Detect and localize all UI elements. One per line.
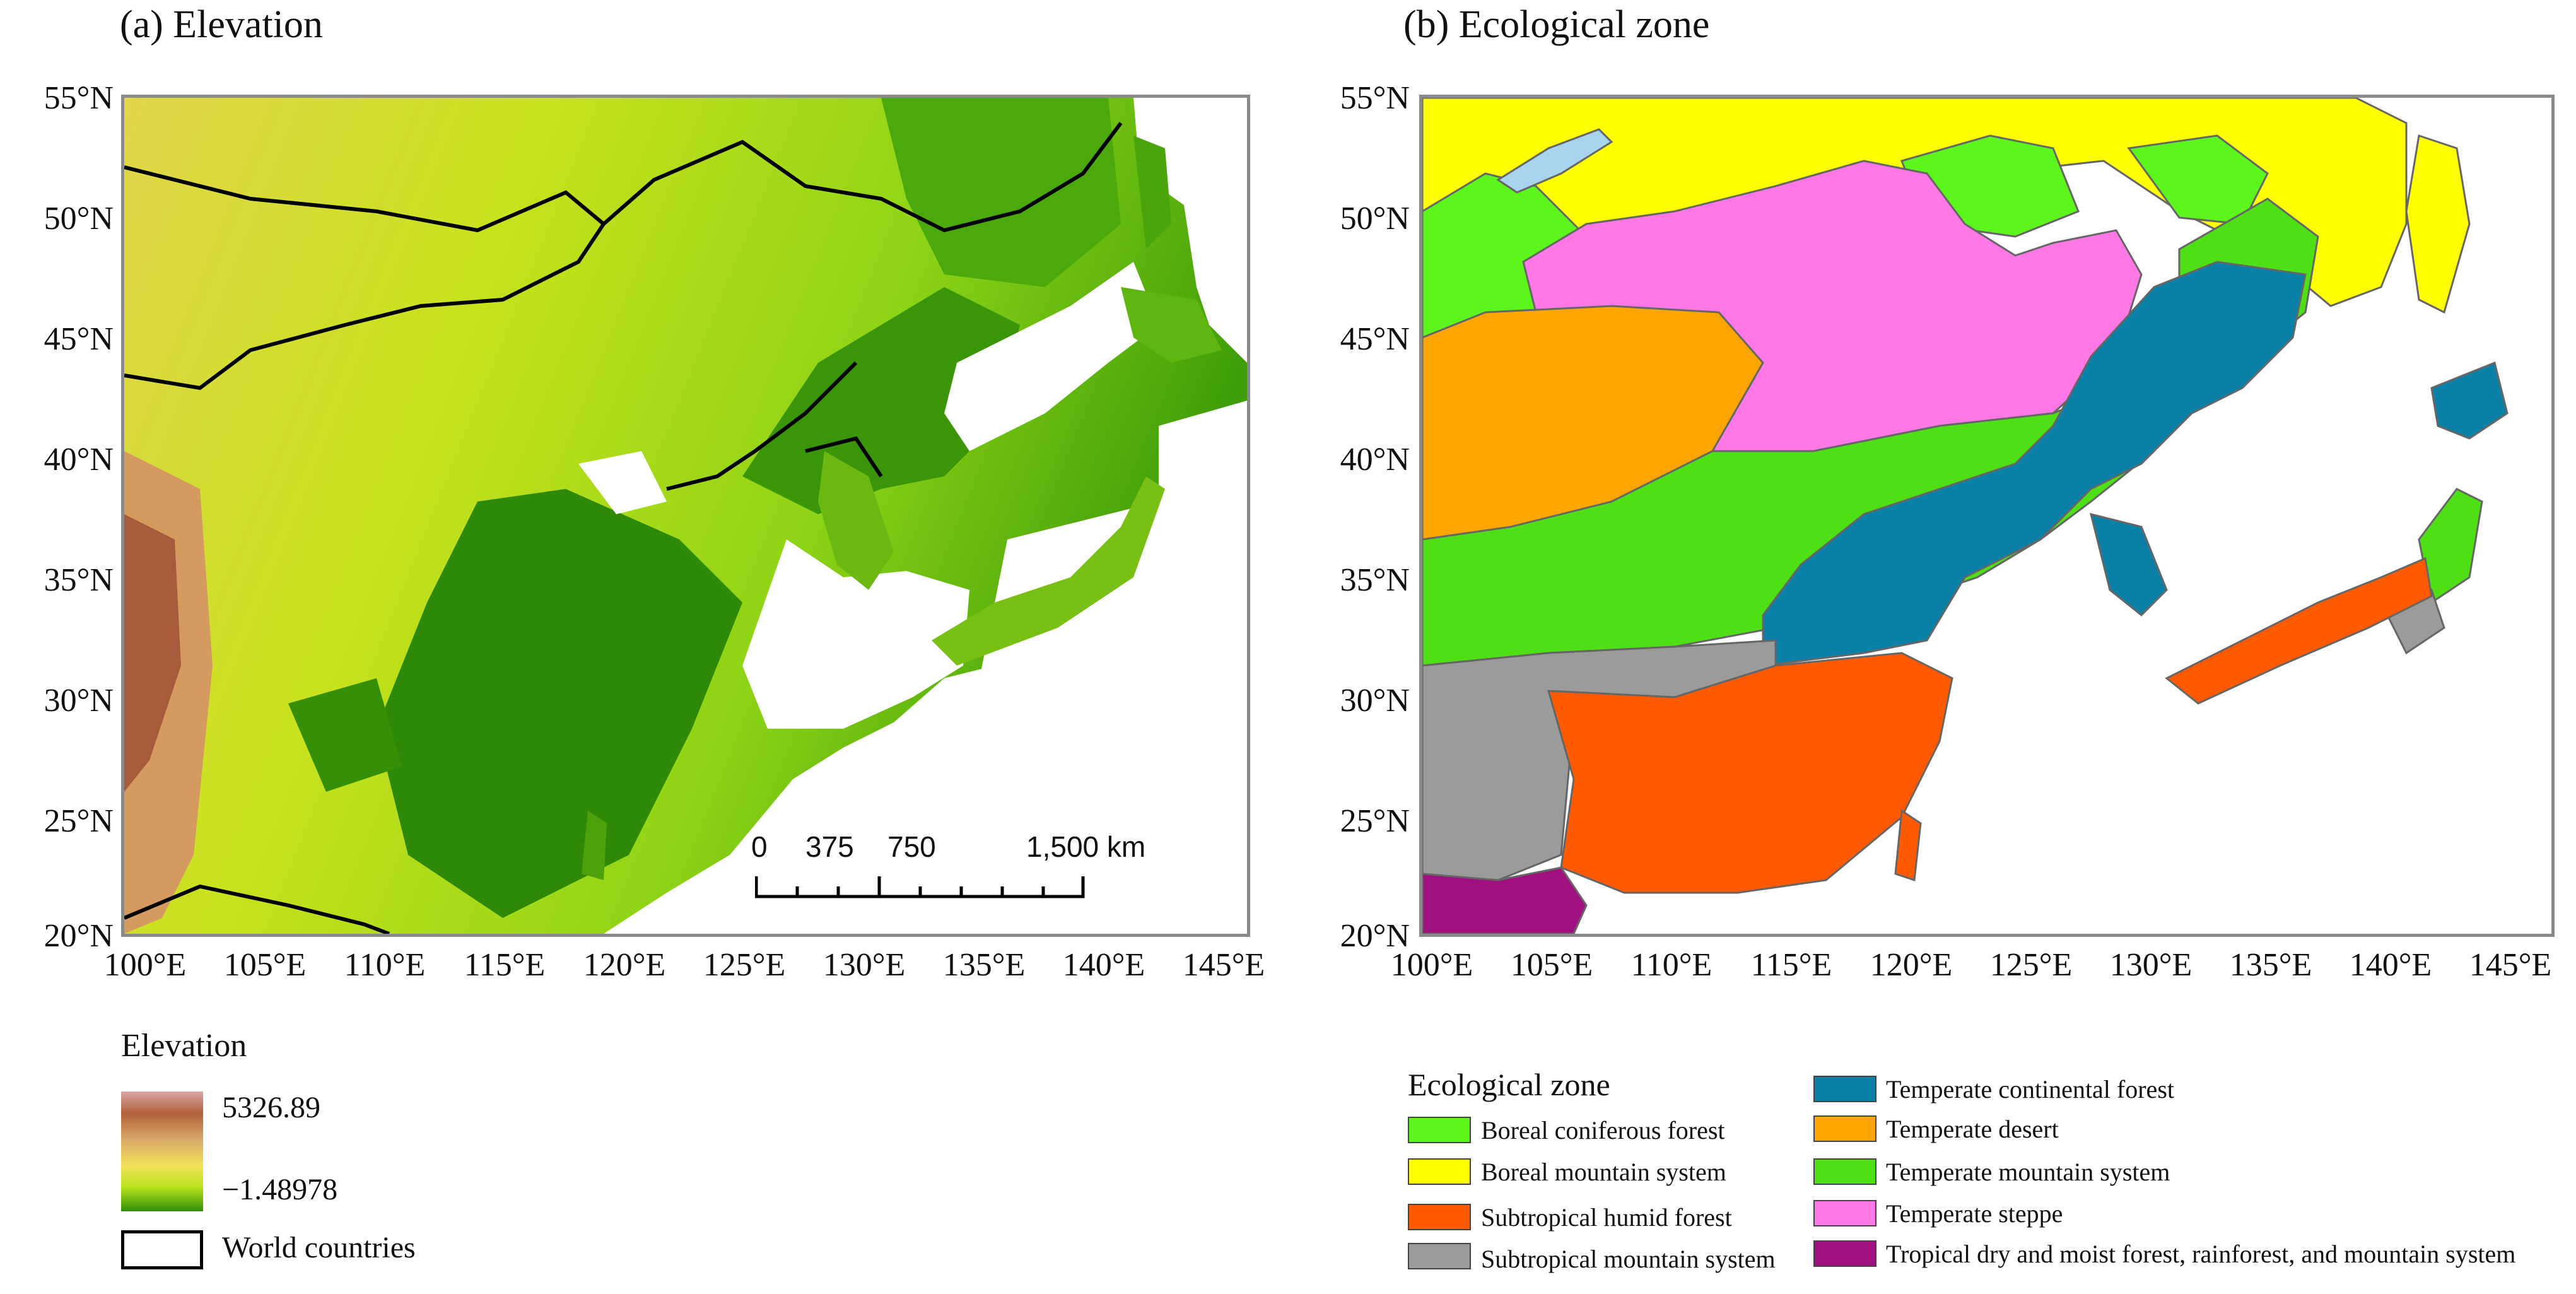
- legend-label: Temperate desert: [1886, 1115, 2059, 1143]
- legend-swatch: [1813, 1240, 1876, 1267]
- legend-label: Temperate steppe: [1886, 1199, 2063, 1228]
- elevation-min-label: −1.48978: [222, 1173, 338, 1206]
- y-tick-25n: 25°N: [44, 803, 114, 839]
- legend-label: Subtropical humid forest: [1481, 1203, 1732, 1232]
- x-tick-140e: 140°E: [1062, 947, 1145, 983]
- legend-label: Boreal mountain system: [1481, 1158, 1726, 1186]
- x-tick-100e: 100°E: [103, 947, 187, 983]
- world-countries-swatch: [121, 1230, 203, 1269]
- x-tick-120e: 120°E: [1870, 947, 1953, 983]
- legend-swatch: [1408, 1243, 1471, 1269]
- y-tick-55n: 55°N: [1340, 80, 1410, 116]
- legend-swatch: [1813, 1076, 1876, 1102]
- y-tick-35n: 35°N: [44, 562, 114, 598]
- y-tick-20n: 20°N: [1340, 918, 1410, 954]
- x-tick-125e: 125°E: [1989, 947, 2073, 983]
- y-tick-45n: 45°N: [44, 321, 114, 357]
- panel-a-title: (a) Elevation: [120, 3, 323, 46]
- x-tick-115e: 115°E: [464, 947, 546, 983]
- legend-swatch: [1813, 1158, 1876, 1185]
- y-tick-25n: 25°N: [1340, 803, 1410, 839]
- legend-label: Subtropical mountain system: [1481, 1245, 1776, 1273]
- x-tick-130e: 130°E: [823, 947, 906, 983]
- x-tick-105e: 105°E: [1510, 947, 1593, 983]
- panel-b-title: (b) Ecological zone: [1403, 3, 1710, 46]
- x-tick-115e: 115°E: [1750, 947, 1832, 983]
- elevation-raster: [124, 98, 1247, 934]
- legend-label: Temperate continental forest: [1886, 1075, 2174, 1103]
- y-tick-40n: 40°N: [1340, 442, 1410, 478]
- ecozone-polygons: [1422, 98, 2509, 934]
- ecological-zone-map: [1419, 95, 2555, 937]
- x-tick-135e: 135°E: [942, 947, 1026, 983]
- legend-label: Tropical dry and moist forest, rainfores…: [1886, 1240, 2516, 1268]
- elevation-max-label: 5326.89: [222, 1091, 320, 1124]
- y-tick-45n: 45°N: [1340, 321, 1410, 357]
- y-tick-55n: 55°N: [44, 80, 114, 116]
- y-tick-30n: 30°N: [1340, 683, 1410, 719]
- legend-swatch: [1408, 1204, 1471, 1230]
- y-tick-30n: 30°N: [44, 683, 114, 719]
- legend-label: Boreal coniferous forest: [1481, 1116, 1725, 1144]
- country-borders: [124, 122, 1123, 934]
- x-tick-135e: 135°E: [2229, 947, 2312, 983]
- x-tick-145e: 145°E: [2469, 947, 2552, 983]
- y-tick-40n: 40°N: [44, 442, 114, 478]
- y-tick-50n: 50°N: [1340, 201, 1410, 237]
- zone-temperate-continental: [1762, 261, 2307, 667]
- legend-swatch: [1408, 1158, 1471, 1185]
- scalebar-label-750: 750: [887, 830, 936, 863]
- x-tick-100e: 100°E: [1390, 947, 1473, 983]
- legend-label: Temperate mountain system: [1886, 1158, 2170, 1186]
- y-tick-50n: 50°N: [44, 201, 114, 237]
- x-tick-130e: 130°E: [2109, 947, 2193, 983]
- world-countries-label: World countries: [222, 1231, 416, 1264]
- scalebar-label-1500: 1,500 km: [1026, 830, 1146, 863]
- legend-swatch: [1408, 1117, 1471, 1143]
- scale-bar: 0 375 750 1,500 km: [751, 830, 1145, 918]
- x-tick-145e: 145°E: [1182, 947, 1265, 983]
- sea-area: [742, 539, 969, 729]
- elevation-legend-title: Elevation: [121, 1028, 247, 1064]
- legend-swatch: [1813, 1200, 1876, 1226]
- x-tick-140e: 140°E: [2349, 947, 2432, 983]
- scalebar-label-375: 375: [805, 830, 854, 863]
- scalebar-label-0: 0: [751, 830, 768, 863]
- y-tick-35n: 35°N: [1340, 562, 1410, 598]
- y-tick-20n: 20°N: [44, 918, 114, 954]
- ecozone-legend-title: Ecological zone: [1408, 1067, 1610, 1102]
- elevation-map: 0 375 750 1,500 km: [121, 95, 1250, 937]
- scalebar-ruler: [755, 876, 1085, 898]
- x-tick-120e: 120°E: [583, 947, 666, 983]
- legend-swatch: [1813, 1115, 1876, 1142]
- zone-tropical: [1422, 866, 1588, 934]
- x-tick-110e: 110°E: [344, 947, 426, 983]
- elevation-color-ramp: [121, 1091, 203, 1211]
- x-tick-110e: 110°E: [1630, 947, 1712, 983]
- x-tick-125e: 125°E: [703, 947, 786, 983]
- x-tick-105e: 105°E: [223, 947, 307, 983]
